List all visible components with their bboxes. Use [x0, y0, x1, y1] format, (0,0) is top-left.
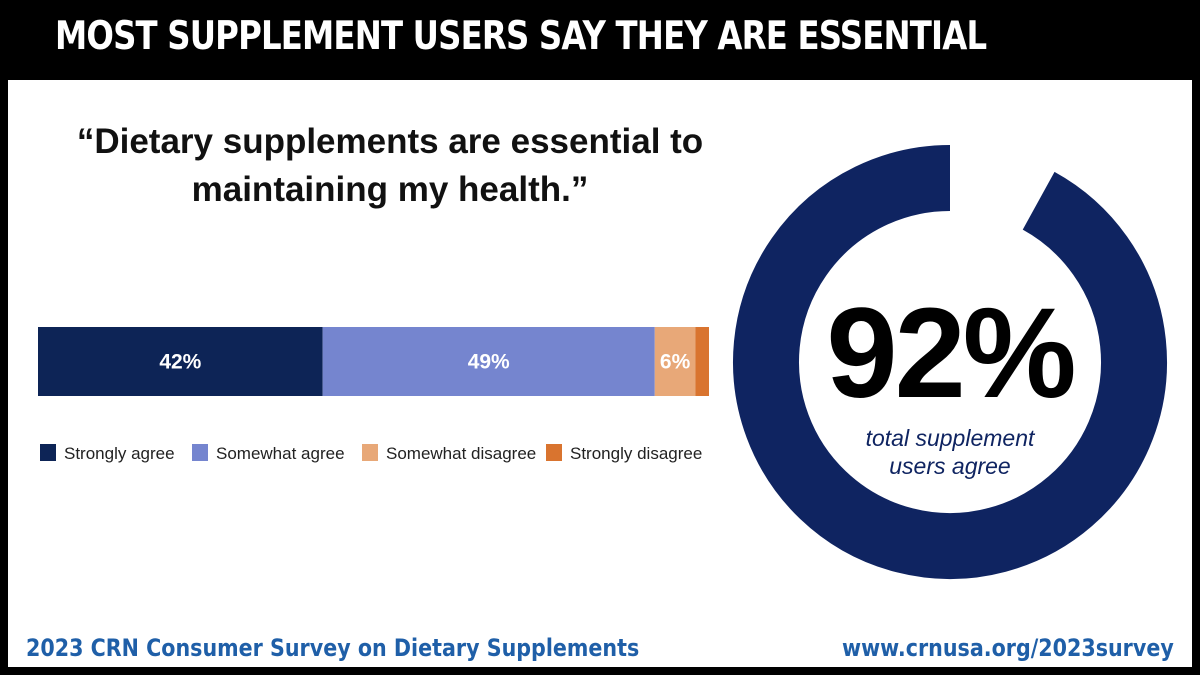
bar-data-label: 42% [159, 351, 201, 374]
footer-source: 2023 CRN Consumer Survey on Dietary Supp… [26, 634, 640, 662]
bar-data-label: 49% [468, 351, 510, 374]
legend: Strongly agree Somewhat agree Somewhat dis… [40, 444, 702, 463]
caption-line-2: users agree [889, 453, 1011, 479]
legend-swatch [546, 444, 562, 461]
footer-url-link[interactable]: www.crnusa.org/2023survey [842, 634, 1174, 662]
donut-arc [733, 145, 1167, 579]
legend-swatch [40, 444, 56, 461]
caption-line-1: total supplement [865, 425, 1035, 451]
bar-data-label: 6% [660, 351, 691, 374]
page-title: MOST SUPPLEMENT USERS SAY THEY ARE ESSEN… [55, 14, 987, 59]
big-stat-value: 92% [826, 282, 1076, 425]
bar-segment-strongly-agree [38, 327, 323, 396]
big-stat-caption: total supplement users agree [800, 424, 1100, 480]
survey-quote: “Dietary supplements are essential to ma… [76, 122, 704, 209]
bar-segment-strongly-disagree [695, 327, 709, 396]
stacked-bar: 42% 49% 6% [38, 327, 709, 396]
legend-label: Strongly agree [64, 444, 175, 463]
legend-label: Somewhat agree [216, 444, 345, 463]
bar-segment-somewhat-agree [322, 327, 655, 396]
legend-swatch [192, 444, 208, 461]
bar-segment-somewhat-disagree [654, 327, 696, 396]
legend-label: Strongly disagree [570, 444, 702, 463]
donut-chart [733, 145, 1167, 579]
legend-swatch [362, 444, 378, 461]
legend-label: Somewhat disagree [386, 444, 536, 463]
